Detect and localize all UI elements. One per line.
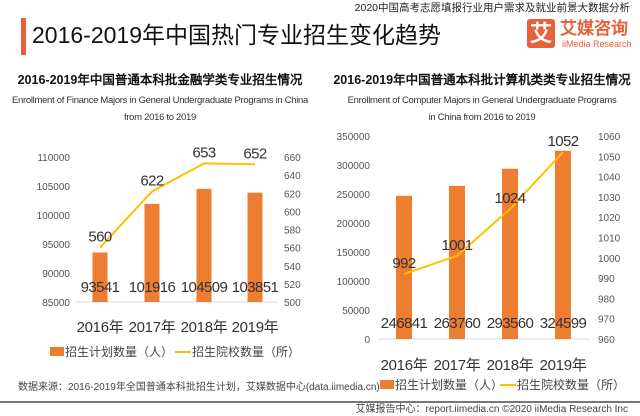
chart2-bar [396,195,412,339]
chart1-subtitle-1: Enrollment of Finance Majors in General … [11,95,309,106]
footer-divider [0,401,640,403]
chart1-right-tick: 560 [284,244,301,255]
chart1-right-tick: 580 [284,226,301,237]
chart1-right-tick: 660 [284,153,301,164]
chart2-title: 2016-2019年中国普通本科批计算机类类专业招生情况 [333,73,631,87]
chart1-left-tick: 100000 [37,211,71,222]
chart2-legend-bar-swatch [380,380,394,389]
chart1-x-tick: 2019年 [232,319,279,336]
chart2-right-tick: 980 [598,294,615,305]
chart2-left-tick: 350000 [337,132,371,143]
chart2-bar [555,150,571,339]
chart1-right-tick: 540 [284,262,301,273]
chart1-left-tick: 105000 [37,182,71,193]
chart2-left-tick: 100000 [337,277,371,288]
chart2-bar-label: 263760 [434,315,481,332]
chart1-bar-label: 103851 [232,279,279,296]
logo-icon: 艾 [527,19,555,48]
chart1-left-tick: 90000 [42,269,70,280]
chart1-title: 2016-2019年中国普通本科批金融学类专业招生情况 [17,73,303,87]
chart2-line-label: 1024 [495,190,526,207]
chart1-left-tick: 85000 [42,298,70,309]
chart1-legend-bar-label: 招生计划数量（人） [65,344,173,359]
chart1-legend-line-label: 招生院校数量（所） [192,344,300,359]
chart2-x-tick: 2016年 [381,357,428,374]
data-source: 数据来源：2016-2019年全国普通本科批招生计划，艾媒数据中心(data.i… [18,382,380,393]
chart1-right-tick: 600 [284,207,301,218]
chart2-right-tick: 1060 [598,132,621,143]
chart1-left-tick: 110000 [37,153,70,164]
chart2-right-tick: 970 [598,315,615,326]
chart2-subtitle-1: Enrollment of Computer Majors in General… [347,95,617,106]
logo-text-en: iiMedia Research [562,39,632,49]
chart2-line-label: 992 [392,255,415,272]
chart2-left-tick: 150000 [337,248,371,259]
logo-text-cn: 艾媒咨询 [560,19,628,38]
chart2-left-tick: 50000 [342,306,370,317]
chart2-right-tick: 1020 [598,213,621,224]
chart2-right-tick: 1010 [598,234,621,245]
chart2-right-tick: 1040 [598,173,621,184]
chart1-line-label: 560 [88,229,111,246]
chart1-bar [92,252,108,302]
chart1-line [99,162,256,249]
chart2-right-tick: 1000 [598,254,621,265]
chart2-line-label: 1052 [548,133,579,150]
chart1-bar-label: 93541 [81,279,120,296]
chart2-bar-label: 324599 [540,315,587,332]
chart2-subtitle-2: in China from 2016 to 2019 [428,112,536,123]
chart1-bar-label: 101916 [129,279,176,296]
chart2-x-tick: 2018年 [487,357,534,374]
report-series-note: 2020中国高考志愿填报行业用户需求及就业前景大数据分析 [354,2,630,14]
chart2-x-tick: 2017年 [434,357,481,374]
chart2-bar-label: 246841 [381,315,428,332]
chart1-legend-bar-swatch [50,347,64,356]
chart1-right-tick: 520 [284,280,301,291]
chart2-legend-bar-label: 招生计划数量（人） [395,377,503,392]
chart1-x-tick: 2018年 [181,319,228,336]
chart2-right-tick: 1030 [598,193,621,204]
chart2-left-tick: 200000 [337,219,371,230]
chart2-right-tick: 1050 [598,152,621,163]
chart2-left-tick: 0 [364,335,370,346]
chart2-line-label: 1001 [442,237,473,254]
chart1-line-label: 652 [243,145,266,162]
chart1-x-tick: 2017年 [129,319,176,336]
chart1-x-tick: 2016年 [77,319,124,336]
chart2-legend-line-label: 招生院校数量（所） [517,377,625,392]
title-accent-bar [21,18,26,55]
chart2-line [403,151,564,275]
chart2-left-tick: 300000 [337,161,371,172]
chart1-bar [144,203,160,302]
footer-credit: 艾媒报告中心：report.iimedia.cn ©2020 iiMedia R… [355,404,628,415]
chart1-right-tick: 620 [284,189,301,200]
chart2-x-tick: 2019年 [540,357,587,374]
chart2-right-tick: 960 [598,335,615,346]
chart2-right-tick: 990 [598,274,615,285]
chart2-left-tick: 250000 [337,190,371,201]
chart1-line-label: 653 [192,144,215,161]
chart1-left-tick: 95000 [42,240,70,251]
chart1-right-tick: 640 [284,171,301,182]
chart2-bar-label: 293560 [487,315,534,332]
chart1-right-tick: 500 [284,298,301,309]
chart1-subtitle-2: from 2016 to 2019 [123,112,196,123]
chart1-bar [196,188,212,302]
chart1-bar-label: 104509 [181,279,228,296]
page-title: 2016-2019年中国热门专业招生变化趋势 [32,22,441,48]
chart2-bar [449,186,465,339]
chart1-line-label: 622 [140,172,163,189]
chart1-bar [247,192,263,302]
